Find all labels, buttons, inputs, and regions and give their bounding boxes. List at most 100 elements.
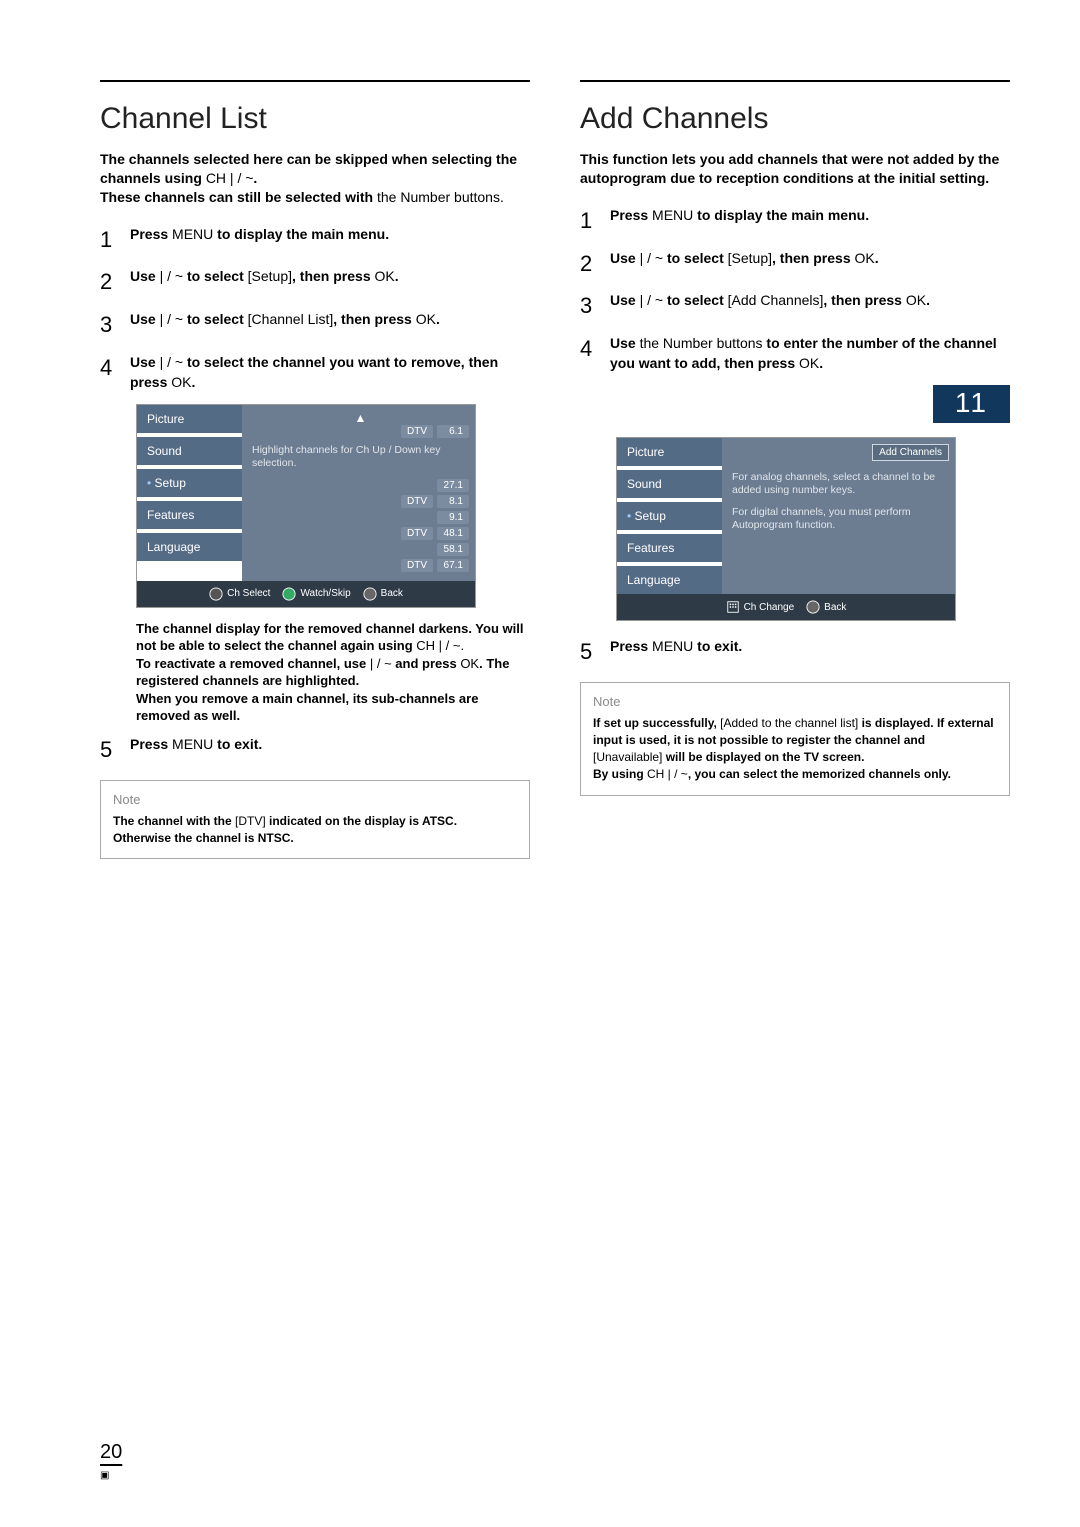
intro-line2a: These channels can still be selected wit… [100, 189, 377, 205]
intro-text: This function lets you add channels that… [580, 150, 1010, 188]
step-post: to exit. [693, 638, 742, 654]
foot-label: Ch Select [227, 588, 270, 599]
step-key: MENU [652, 638, 693, 654]
step-number: 2 [100, 267, 118, 298]
step-pre: Press [610, 207, 652, 223]
channel-row: DTV48.1 [252, 527, 469, 540]
channel-num: 8.1 [437, 495, 469, 508]
page-number: 20 [100, 1441, 122, 1464]
step-text: Use the Number buttons to enter the numb… [610, 334, 1010, 373]
osd-footer: Ch Select Watch/Skip Back [137, 581, 475, 607]
arrow-up-icon: ▲ [252, 411, 469, 425]
note-t3: will be displayed on the TV screen. [662, 750, 864, 764]
footer-icon: ▣ [100, 1470, 109, 1481]
step-item: 5Press MENU to exit. [100, 735, 530, 766]
channel-list-section: Channel List The channels selected here … [100, 80, 530, 859]
steps-list-2: 5Press MENU to exit. [100, 735, 530, 766]
note-t1: If set up successfully, [593, 716, 720, 730]
channel-row: DTV 6.1 [252, 425, 469, 438]
page-footer: 20 ▣ [100, 1441, 122, 1481]
step-post: . [436, 311, 440, 327]
step-key2: OK [171, 374, 191, 390]
note-ok: OK [460, 656, 479, 671]
step-text: Use | / ~ to select [Setup], then press … [610, 249, 879, 280]
note-box: Note If set up successfully, [Added to t… [580, 682, 1010, 795]
step-pre: Use [130, 354, 160, 370]
step-text: Use | / ~ to select [Setup], then press … [130, 267, 399, 298]
step-item: 3 Use | / ~ to select [Channel List], the… [100, 310, 530, 341]
channel-num: 67.1 [437, 559, 469, 572]
step-item: 2 Use | / ~ to select [Setup], then press… [100, 267, 530, 298]
step-mid: to select [183, 268, 248, 284]
osd-side-item: Picture [617, 438, 722, 466]
steps-list: 1Press MENU to display the main menu. 2U… [580, 206, 1010, 374]
osd-hint2: For digital channels, you must perform A… [732, 506, 949, 532]
channel-row: DTV67.1 [252, 559, 469, 572]
note-dtv: [DTV] [235, 814, 266, 828]
osd-side-item-setup: Setup [617, 502, 722, 530]
note-box: Note The channel with the [DTV] indicate… [100, 780, 530, 860]
channel-row: 9.1 [252, 511, 469, 524]
step-key: | / ~ [640, 292, 663, 308]
steps-list: 1Press MENU to display the main menu. 2U… [100, 225, 530, 393]
channel-num: 27.1 [437, 479, 469, 492]
step-pre: Use [130, 268, 160, 284]
osd-side-item: Language [137, 533, 242, 561]
note-line1: The channel display for the removed chan… [136, 621, 523, 654]
channel-row: 27.1 [252, 479, 469, 492]
intro-line1b: . [253, 170, 257, 186]
section-rule [100, 80, 530, 82]
step-text: Press MENU to display the main menu. [610, 206, 869, 237]
step-number: 4 [580, 334, 598, 373]
step-mid2: , then press [772, 250, 854, 266]
step-option: [Setup] [248, 268, 292, 284]
osd-side-item: Language [617, 566, 722, 594]
foot-label: Back [381, 588, 403, 599]
intro-numbtn: the Number buttons [377, 189, 500, 205]
step-key: | / ~ [160, 311, 183, 327]
step-mid: to select [663, 292, 728, 308]
osd-side-item-setup: Setup [137, 469, 242, 497]
steps-list-2: 5Press MENU to exit. [580, 637, 1010, 668]
ok-icon: Watch/Skip [282, 587, 350, 601]
step-pre: Use [610, 292, 640, 308]
note-line2b: and press [392, 656, 461, 671]
step-number: 1 [580, 206, 598, 237]
numpad-icon: Ch Change [726, 600, 795, 614]
step-number: 3 [100, 310, 118, 341]
osd-side-item: Features [137, 501, 242, 529]
channel-num: 48.1 [437, 527, 469, 540]
channel-number-display: 11 [933, 385, 1010, 423]
dtv-tag: DTV [401, 425, 433, 438]
step-text: Press MENU to exit. [130, 735, 262, 766]
foot-label: Watch/Skip [300, 588, 350, 599]
step-key: | / ~ [160, 354, 183, 370]
step-text: Press MENU to display the main menu. [130, 225, 389, 256]
step-number: 1 [100, 225, 118, 256]
channel-row: 58.1 [252, 543, 469, 556]
step-item: 3Use | / ~ to select [Add Channels], the… [580, 291, 1010, 322]
step-key2: OK [375, 268, 395, 284]
step-post: . [395, 268, 399, 284]
back-icon: Back [806, 600, 846, 614]
note-body: If set up successfully, [Added to the ch… [593, 715, 997, 782]
channel-num: 58.1 [437, 543, 469, 556]
step-number: 5 [580, 637, 598, 668]
step-pre: Press [130, 736, 172, 752]
channel-num: 6.1 [437, 425, 469, 438]
step-key: MENU [652, 207, 693, 223]
step-number: 3 [580, 291, 598, 322]
step-number: 4 [100, 353, 118, 392]
step-pre: Use [610, 335, 640, 351]
step-post: to display the main menu. [213, 226, 389, 242]
foot-label: Back [824, 602, 846, 613]
note-added: [Added to the channel list] [720, 716, 858, 730]
channel-row: DTV8.1 [252, 495, 469, 508]
section-title: Add Channels [580, 102, 1010, 136]
osd-main: ▲ DTV6.1 Highlight channels for Ch Up / … [242, 405, 475, 580]
step-text: Use | / ~ to select [Channel List], then… [130, 310, 440, 341]
step-post: to display the main menu. [693, 207, 869, 223]
intro-bold: This function lets you add channels that… [580, 151, 999, 186]
step-key: MENU [172, 736, 213, 752]
step-key2: OK [799, 355, 819, 371]
